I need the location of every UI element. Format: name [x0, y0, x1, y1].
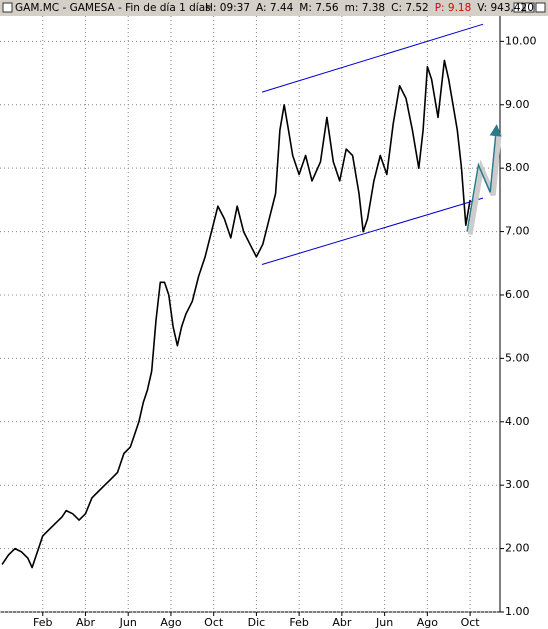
y-tick-label: 10.00 [505, 34, 537, 47]
x-tick-label: Jun [119, 616, 137, 629]
y-tick-label: 6.00 [505, 288, 530, 301]
minimize-button[interactable] [513, 2, 524, 13]
y-tick-label: 4.00 [505, 415, 530, 428]
x-tick-label: Feb [289, 616, 308, 629]
header-field: P: 9.18 [435, 2, 472, 14]
header-field: H: 09:37 [205, 2, 250, 14]
x-tick-label: Feb [33, 616, 52, 629]
header-text: GAM.MC - GAMESA - Fin de día 1 días H: 0… [15, 2, 534, 14]
header-field: A: 7.44 [256, 2, 294, 14]
maximize-button[interactable] [524, 2, 535, 13]
channel-line [261, 23, 484, 93]
price-line [1, 59, 471, 569]
header-field: C: 7.52 [391, 2, 429, 14]
projection-shadow [467, 132, 502, 236]
y-tick-label: 9.00 [505, 98, 530, 111]
projection-arrow [466, 124, 502, 232]
y-tick-label: 1.00 [505, 605, 530, 618]
x-tick-label: Abr [76, 616, 96, 629]
x-tick-label: Ago [160, 616, 182, 629]
header-icon[interactable] [2, 2, 13, 13]
x-tick-label: Abr [332, 616, 352, 629]
header-field: M: 7.56 [299, 2, 339, 14]
y-tick-label: 3.00 [505, 478, 530, 491]
x-tick-label: Oct [204, 616, 224, 629]
header-field: V: 943,420 [477, 2, 534, 14]
x-tick-label: Oct [461, 616, 481, 629]
header-title: GAM.MC - GAMESA - Fin de día 1 días [15, 2, 211, 14]
x-tick-label: Dic [248, 616, 266, 629]
y-tick-label: 7.00 [505, 225, 530, 238]
y-tick-label: 5.00 [505, 351, 530, 364]
y-tick-label: 8.00 [505, 161, 530, 174]
header-bar [0, 0, 548, 16]
x-tick-label: Ago [417, 616, 439, 629]
x-tick-label: Jun [375, 616, 393, 629]
header-field: m: 7.38 [345, 2, 385, 14]
y-tick-label: 2.00 [505, 542, 530, 555]
close-button[interactable] [535, 2, 546, 13]
channel-line [261, 197, 484, 265]
